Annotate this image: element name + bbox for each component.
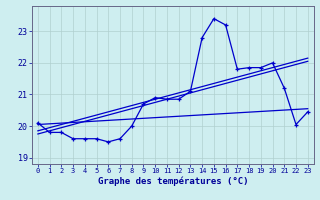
X-axis label: Graphe des températures (°C): Graphe des températures (°C) <box>98 177 248 186</box>
